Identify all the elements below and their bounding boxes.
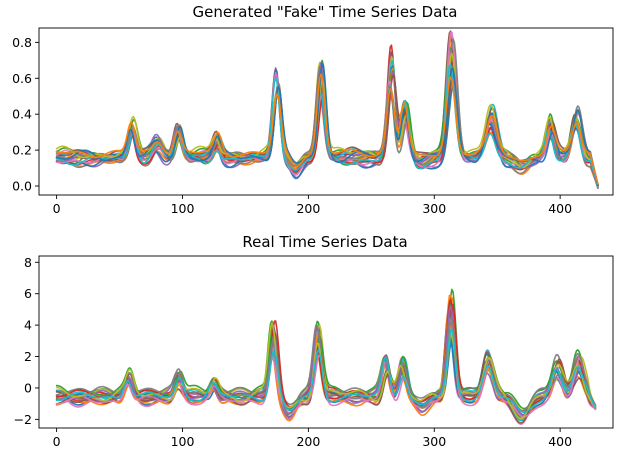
generated-x-tick-label: 300: [422, 201, 446, 216]
generated-series-group: [55, 30, 599, 190]
real-series-group: [55, 288, 597, 426]
generated-series-line: [55, 73, 599, 185]
generated-x-tick-label: 100: [171, 201, 195, 216]
generated-y-tick-label: 0.0: [12, 179, 32, 194]
generated-y-tick-label: 0.6: [12, 71, 32, 86]
generated-x-tick-label: 400: [548, 201, 572, 216]
real-y-tick-label: 8: [24, 255, 32, 270]
generated-x-tick-label: 200: [296, 201, 320, 216]
real-x-tick-label: 100: [171, 434, 195, 449]
generated-y-tick-label: 0.4: [12, 107, 32, 122]
real-series-line: [55, 317, 597, 415]
real-y-tick-label: 2: [24, 349, 32, 364]
generated-x-axis: 0 100 200 300 400: [53, 195, 572, 216]
generated-plot-frame: [38, 27, 614, 196]
real-x-tick-label: 400: [548, 434, 572, 449]
real-y-tick-label: 0: [24, 380, 32, 395]
real-y-tick-label: −2: [14, 412, 32, 427]
real-plot-frame: [38, 255, 614, 429]
real-y-tick-label: 6: [24, 286, 32, 301]
real-subplot: Real Time Series Data 0 100 200 300 400 −2 0 2…: [14, 233, 614, 449]
generated-y-axis: 0.0 0.2 0.4 0.6 0.8: [12, 35, 39, 194]
real-y-axis: −2 0 2 4 6 8: [14, 255, 39, 427]
generated-x-tick-label: 0: [53, 201, 61, 216]
real-y-tick-label: 4: [24, 318, 32, 333]
real-x-tick-label: 0: [53, 434, 61, 449]
generated-chart-title: Generated "Fake" Time Series Data: [193, 3, 458, 21]
generated-y-tick-label: 0.8: [12, 35, 32, 50]
generated-series-line: [55, 63, 599, 189]
real-x-tick-label: 300: [422, 434, 446, 449]
real-x-tick-label: 200: [296, 434, 320, 449]
real-series-line: [55, 328, 597, 414]
generated-subplot: Generated "Fake" Time Series Data 0 100 20…: [12, 3, 614, 216]
real-series-line: [55, 322, 597, 420]
generated-y-tick-label: 0.2: [12, 143, 32, 158]
real-x-axis: 0 100 200 300 400: [53, 428, 572, 449]
real-chart-title: Real Time Series Data: [242, 233, 407, 251]
